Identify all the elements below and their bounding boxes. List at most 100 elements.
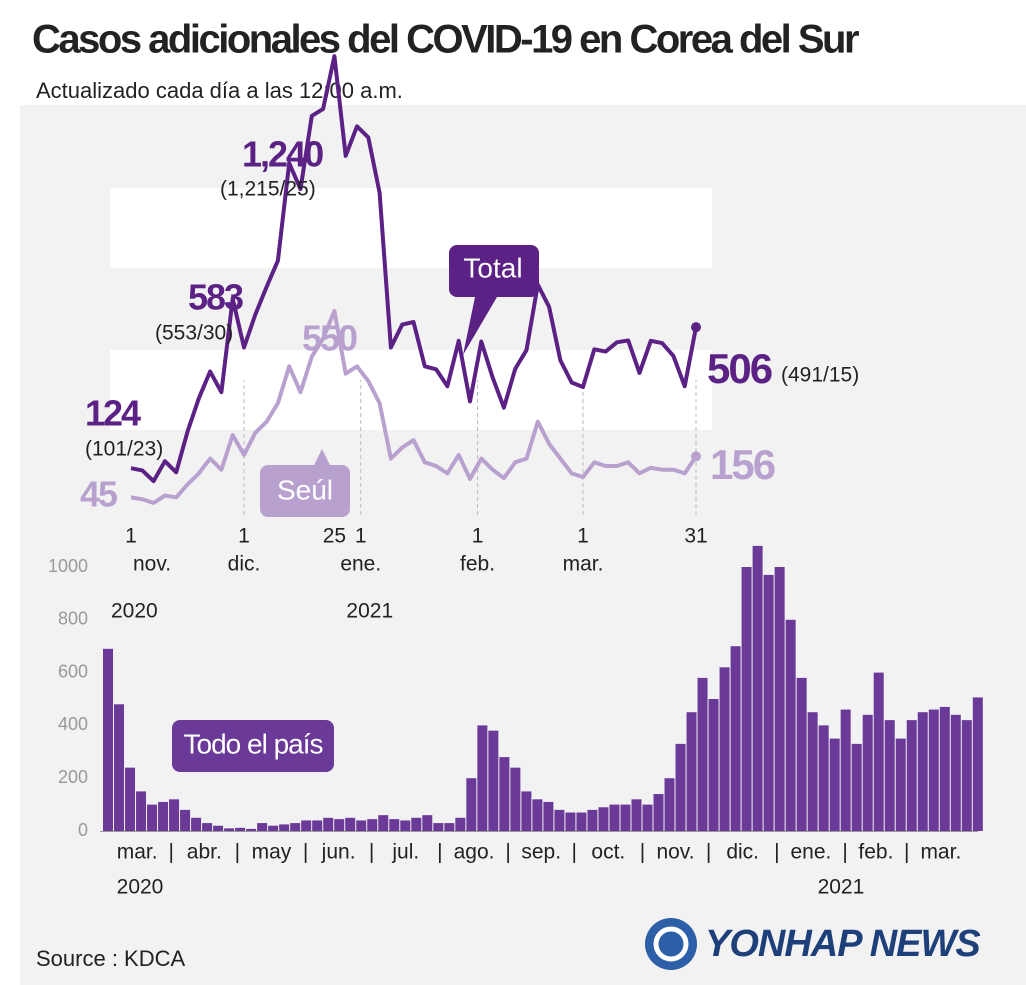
bar (697, 677, 708, 831)
month-label: feb. (858, 841, 893, 864)
bar (620, 804, 631, 831)
bar (840, 709, 851, 831)
bar (939, 706, 950, 831)
month-separator: | (437, 841, 442, 864)
bar (917, 712, 928, 831)
month-separator: | (505, 841, 510, 864)
month-label: may (252, 841, 292, 864)
bar (400, 820, 411, 831)
annotation: 45 (80, 474, 118, 515)
source: Source : KDCA (36, 946, 185, 971)
bar (961, 720, 972, 831)
month-label: dic. (726, 841, 759, 864)
month-separator: | (169, 841, 174, 864)
bar (642, 804, 653, 831)
month-label: jun. (321, 841, 356, 864)
bar (466, 778, 477, 831)
line (130, 308, 698, 505)
bar (444, 823, 455, 831)
legend-label: Seúl (277, 474, 333, 505)
bar (928, 709, 939, 831)
bar (587, 809, 598, 831)
month-label: abr. (187, 841, 222, 864)
annotation: (553/30) (155, 322, 233, 345)
y-tick-label: 200 (58, 767, 88, 787)
annotation: 506 (707, 345, 772, 392)
bar (807, 712, 818, 831)
bar (312, 820, 323, 831)
x-tick-label: 1 (125, 525, 137, 548)
bar (719, 667, 730, 831)
month-label: sep. (521, 841, 561, 864)
bar (477, 725, 488, 831)
month-label: mar. (563, 553, 604, 576)
month-label: mar. (117, 841, 158, 864)
bar (796, 677, 807, 831)
month-separator: | (842, 841, 847, 864)
band (110, 350, 712, 430)
bar (290, 823, 301, 831)
month-separator: | (303, 841, 308, 864)
bar (323, 817, 334, 831)
bar (851, 743, 862, 831)
bar (862, 714, 873, 831)
bar (158, 801, 169, 831)
bar (884, 720, 895, 831)
bar (565, 812, 576, 831)
bar (499, 757, 510, 831)
bar (675, 743, 686, 831)
month-separator: | (571, 841, 576, 864)
logo-icon (653, 926, 689, 962)
bar (488, 730, 499, 831)
month-label: dic. (228, 553, 261, 576)
annotation: (1,215/25) (220, 178, 316, 201)
bar (202, 823, 213, 831)
annotation: 124 (85, 393, 141, 434)
bar (345, 817, 356, 831)
bar (356, 820, 367, 831)
end-dot (691, 451, 701, 462)
bar (257, 823, 268, 831)
annotation: 583 (188, 277, 243, 318)
bar (433, 823, 444, 831)
line (130, 54, 698, 484)
bar (422, 815, 433, 831)
bar (664, 778, 675, 831)
x-tick-label: 1 (577, 525, 589, 548)
year-label: 2021 (818, 876, 865, 899)
bar (334, 819, 345, 831)
month-separator: | (235, 841, 240, 864)
subtitle: Actualizado cada día a las 12:00 a.m. (36, 78, 403, 103)
bar (708, 699, 719, 831)
year-label: 2020 (117, 876, 164, 899)
y-tick-label: 0 (78, 820, 88, 840)
bar (367, 819, 378, 831)
bar (972, 697, 983, 831)
month-separator: | (369, 841, 374, 864)
bar (279, 824, 290, 831)
annotation: (491/15) (781, 364, 859, 387)
month-label: feb. (460, 553, 495, 576)
month-label: mar. (920, 841, 961, 864)
year-label: 2021 (346, 600, 393, 623)
bar (598, 807, 609, 831)
bar (510, 767, 521, 831)
annotation: (101/23) (85, 438, 163, 461)
x-tick-label: 31 (684, 525, 707, 548)
bar (224, 828, 235, 831)
bar (235, 827, 246, 831)
title: Casos adicionales del COVID-19 en Corea … (32, 18, 859, 62)
legend-label: Todo el país (184, 728, 323, 759)
bar (532, 799, 543, 831)
bar (576, 812, 587, 831)
logo: YONHAP NEWS (705, 923, 980, 965)
bar (114, 704, 125, 831)
y-tick-label: 800 (58, 609, 88, 629)
bar (389, 819, 400, 831)
month-separator: | (904, 841, 909, 864)
bar (741, 567, 752, 831)
end-dot (691, 322, 701, 333)
annotation: 156 (710, 441, 775, 488)
bar (686, 712, 697, 831)
annotation: 1,240 (242, 134, 323, 175)
